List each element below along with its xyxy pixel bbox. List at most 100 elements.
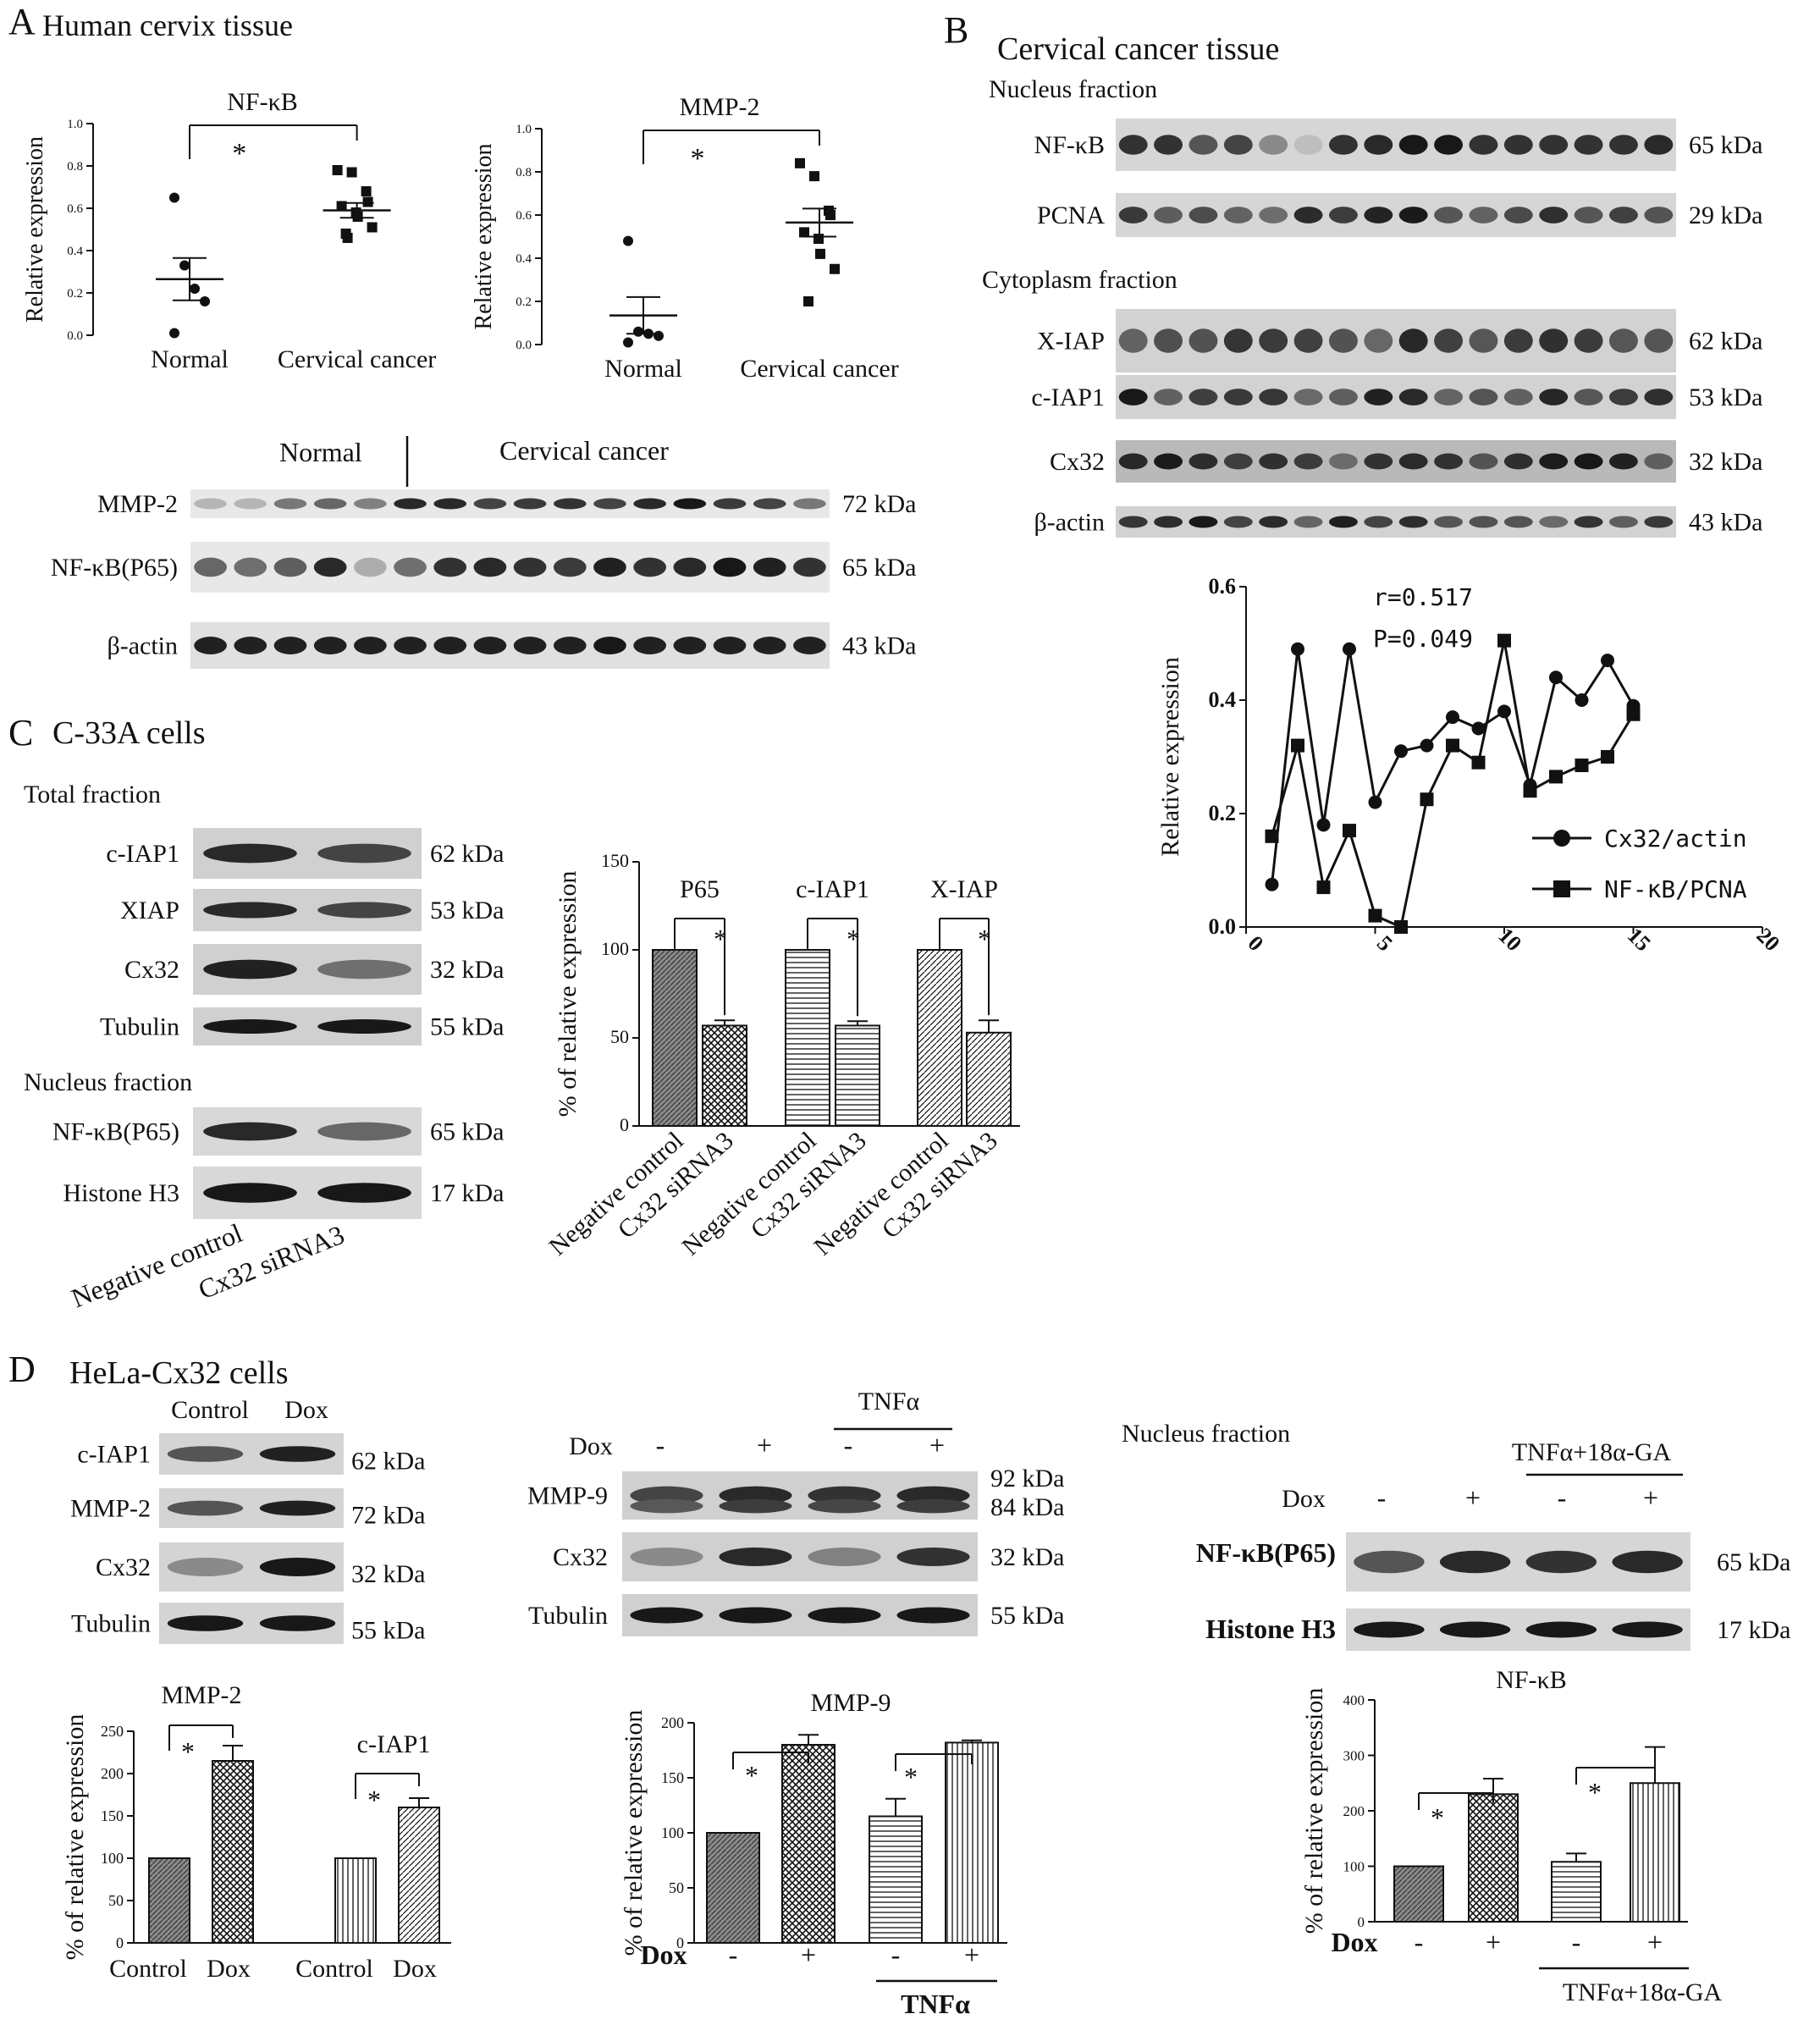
c-bar-bar bbox=[702, 1024, 747, 1127]
b-line-y-label: Relative expression bbox=[1156, 657, 1184, 857]
a-blot-2 bbox=[190, 622, 830, 669]
d1-bar-y-tick-label: 150 bbox=[101, 1807, 124, 1824]
panel-letter-a: A bbox=[8, 1, 36, 42]
a-mmp2-scatter-data-point bbox=[830, 263, 840, 274]
c-blot-n0 bbox=[193, 1107, 422, 1156]
b-blot-c3-band bbox=[1293, 516, 1323, 528]
b-line-y-tick-label: 0.2 bbox=[1209, 801, 1237, 825]
panel-d-title: HeLa-Cx32 cells bbox=[69, 1355, 289, 1391]
b-blot-c0 bbox=[1116, 309, 1676, 372]
b-blot-kda: 29 kDa bbox=[1689, 201, 1762, 229]
b-blot-c0-band bbox=[1644, 328, 1674, 353]
a-blot-1 bbox=[190, 542, 830, 593]
b-line-point bbox=[1446, 738, 1459, 753]
b-blot-n0-band bbox=[1469, 135, 1498, 155]
c-bar-group-title: X-IAP bbox=[930, 875, 998, 903]
d2-bar-y-label: % of relative expression bbox=[620, 1710, 648, 1956]
b-blot-n0-band bbox=[1644, 135, 1674, 155]
a-blot-2-band bbox=[473, 637, 507, 654]
a-nfkb-scatter-y-tick-label: 0.6 bbox=[67, 202, 83, 216]
c-blot-row-label: c-IAP1 bbox=[106, 840, 179, 868]
a-blot-group-cancer: Cervical cancer bbox=[499, 435, 669, 466]
a-blot-0-band bbox=[513, 498, 547, 510]
b-blot-c1 bbox=[1116, 375, 1676, 419]
d1-blot-kda: 55 kDa bbox=[351, 1617, 425, 1645]
d2-bar-y-tick-label: 200 bbox=[661, 1714, 684, 1731]
b-blot-c2-band bbox=[1293, 453, 1323, 470]
d3-blot-1 bbox=[1346, 1608, 1690, 1651]
b-blot-row-label: PCNA bbox=[1037, 201, 1105, 229]
c-blot-kda: 65 kDa bbox=[430, 1118, 504, 1146]
d2-blot-row-label: Tubulin bbox=[528, 1602, 608, 1630]
a-nfkb-scatter-title: NF-κB bbox=[227, 88, 297, 116]
b-blot-c0-band bbox=[1574, 328, 1603, 353]
a-nfkb-scatter-data-point bbox=[169, 192, 179, 203]
a-blot-0-band bbox=[753, 498, 786, 510]
b-line-point bbox=[1523, 784, 1537, 798]
b-line-point bbox=[1265, 829, 1279, 843]
d2-bar-sign: - bbox=[729, 1939, 738, 1970]
d2-blot-2-band bbox=[630, 1607, 703, 1624]
d1-bar-bar bbox=[148, 1857, 190, 1944]
a-mmp2-scatter-y-tick-label: 1.0 bbox=[516, 123, 532, 136]
a-nfkb-scatter-data-point bbox=[332, 165, 343, 175]
b-blot-c0-band bbox=[1189, 328, 1218, 353]
d2-bar-y-tick-label: 0 bbox=[676, 1934, 684, 1951]
a-blot-0-band bbox=[673, 498, 707, 510]
b-blot-c3-band bbox=[1118, 516, 1148, 528]
a-nfkb-scatter-data-point bbox=[367, 222, 378, 233]
c-bar-y-tick-label: 150 bbox=[601, 850, 629, 871]
c-blot-n1 bbox=[193, 1167, 422, 1219]
a-nfkb-scatter-y-tick-label: 0.2 bbox=[67, 287, 83, 301]
d3-top-label: TNFα+18α-GA bbox=[1512, 1438, 1672, 1466]
b-blot-c1-band bbox=[1293, 389, 1323, 406]
a-blot-2-band bbox=[273, 637, 307, 654]
b-blot-c0-band bbox=[1154, 328, 1183, 353]
d1-bar-category-label: Dox bbox=[393, 1955, 437, 1983]
b-line-point bbox=[1394, 744, 1408, 759]
c-blot-t1 bbox=[193, 889, 422, 931]
b-legend-label: NF-κB/PCNA bbox=[1604, 875, 1747, 903]
b-blot-n1-band bbox=[1118, 207, 1148, 223]
d1-bar-y-tick-label: 50 bbox=[108, 1892, 124, 1909]
d3-dox-label: Dox bbox=[1282, 1485, 1326, 1513]
a-nfkb-scatter-data-point bbox=[362, 196, 373, 207]
b-blot-c1-band bbox=[1644, 389, 1674, 406]
b-blot-n1-band bbox=[1364, 207, 1393, 223]
a-blot-kda: 65 kDa bbox=[842, 554, 916, 582]
b-blot-kda: 43 kDa bbox=[1689, 509, 1762, 537]
a-blot-1-band bbox=[793, 557, 826, 577]
b-blot-c2-band bbox=[1259, 453, 1288, 470]
b-blot-c0-band bbox=[1293, 328, 1323, 353]
a-nfkb-scatter-category-label: Cervical cancer bbox=[278, 345, 436, 373]
a-blot-2-band bbox=[234, 637, 267, 654]
d2-bar-sig-star: * bbox=[745, 1760, 758, 1790]
b-blot-c3-band bbox=[1364, 516, 1393, 528]
a-blot-2-band bbox=[753, 637, 786, 654]
b-blot-n1-band bbox=[1539, 207, 1569, 223]
b-blot-c2-band bbox=[1503, 453, 1533, 470]
b-line-stat-r: r=0.517 bbox=[1373, 583, 1473, 611]
b-blot-c1-band bbox=[1189, 389, 1218, 406]
d3-bar-y-tick-label: 200 bbox=[1343, 1803, 1365, 1819]
d2-blot-2-band bbox=[719, 1607, 792, 1624]
b-blot-c1-band bbox=[1223, 389, 1253, 406]
b-blot-c0-band bbox=[1398, 328, 1428, 353]
a-nfkb-scatter-data-point bbox=[346, 167, 357, 178]
a-blot-1-band bbox=[473, 557, 507, 577]
b-line-point bbox=[1601, 750, 1614, 764]
d1-blot-1-band bbox=[259, 1500, 336, 1516]
d3-blot-0-band bbox=[1612, 1550, 1683, 1574]
b-blot-n0-band bbox=[1154, 135, 1183, 155]
b-blot-n0-band bbox=[1608, 135, 1638, 155]
c-bar-bar bbox=[785, 949, 830, 1127]
c-blot-n0-band bbox=[203, 1122, 297, 1141]
a-mmp2-scatter-category-label: Cervical cancer bbox=[740, 355, 898, 383]
a-mmp2-scatter-category-label: Normal bbox=[604, 355, 682, 383]
c-bar-bar bbox=[917, 949, 962, 1127]
b-line-y-tick-label: 0.6 bbox=[1209, 574, 1237, 599]
d3-bar-sign: - bbox=[1415, 1927, 1424, 1957]
a-blot-1-band bbox=[673, 557, 707, 577]
c-blot-row-label: Cx32 bbox=[124, 956, 179, 984]
b-line-point bbox=[1575, 693, 1589, 707]
